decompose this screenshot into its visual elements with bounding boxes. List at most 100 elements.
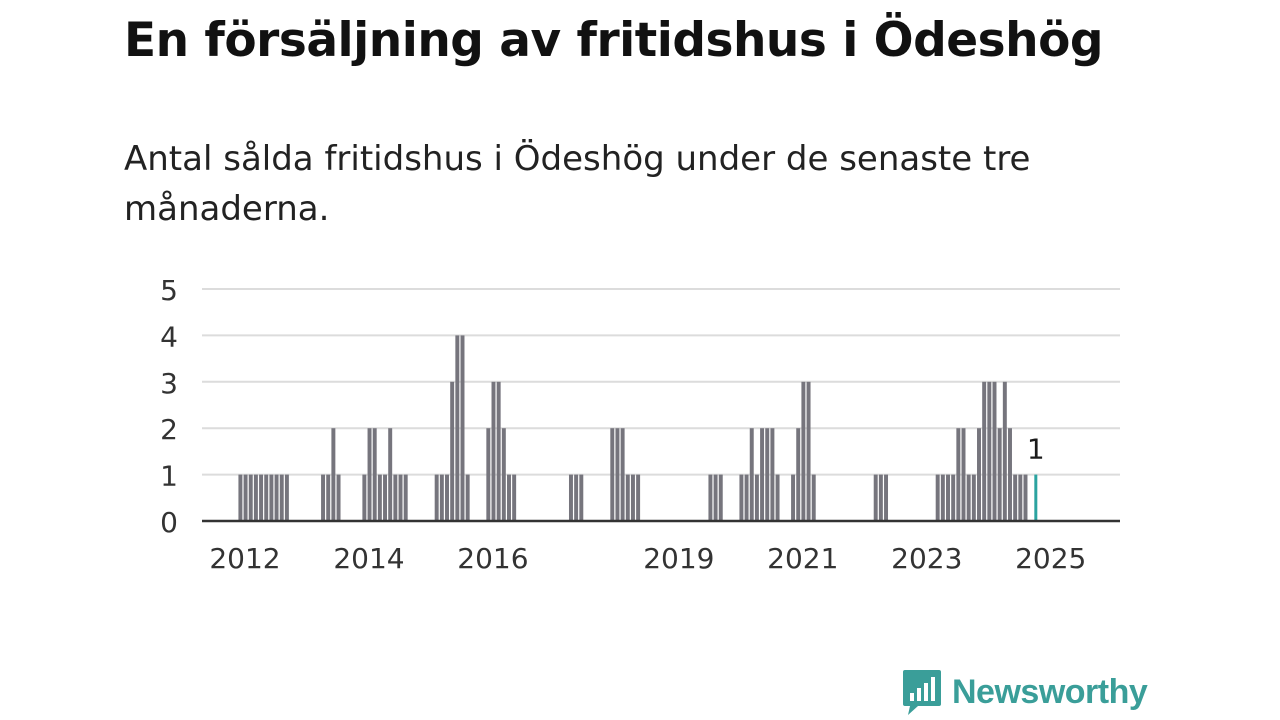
bar (956, 428, 961, 521)
bar (992, 381, 997, 521)
bar (971, 474, 976, 521)
bar (496, 381, 501, 521)
bar (455, 335, 460, 521)
y-tick-label: 2 (160, 413, 178, 446)
bar (873, 474, 878, 521)
bar (760, 428, 765, 521)
bar (501, 428, 506, 521)
x-tick-label: 2016 (457, 542, 528, 575)
bar (966, 474, 971, 521)
bar (615, 428, 620, 521)
bar (1023, 474, 1028, 521)
y-tick-label: 3 (160, 367, 178, 400)
bar (878, 474, 883, 521)
bar (579, 474, 584, 521)
y-tick-label: 0 (160, 506, 178, 539)
bar (377, 474, 382, 521)
bar (1013, 474, 1018, 521)
bar (439, 474, 444, 521)
bar (749, 428, 754, 521)
bar (445, 474, 449, 521)
bar (1018, 474, 1023, 521)
bar (269, 474, 274, 521)
bar (264, 474, 269, 521)
bar (811, 474, 816, 521)
y-tick-label: 1 (160, 460, 178, 493)
bar (460, 335, 465, 521)
bar (946, 474, 950, 521)
bar (884, 474, 889, 521)
logo-text: Newsworthy (952, 672, 1148, 711)
bar (744, 474, 749, 521)
bar (403, 474, 408, 521)
bar (708, 474, 713, 521)
bar (739, 474, 744, 521)
bar (801, 381, 806, 521)
bar (951, 474, 956, 521)
bar (326, 474, 331, 521)
bar (284, 474, 289, 521)
y-tick-label: 4 (160, 320, 178, 353)
bar (321, 474, 326, 521)
bar (243, 474, 248, 521)
bar (620, 428, 625, 521)
bar (770, 428, 775, 521)
bar (507, 474, 511, 521)
newsworthy-logo[interactable]: Newsworthy (902, 668, 1148, 716)
x-tick-label: 2025 (1015, 542, 1086, 575)
bar (331, 428, 336, 521)
bar (961, 428, 966, 521)
bar (636, 474, 641, 521)
bar (982, 381, 987, 521)
highlight-value-label: 1 (1027, 433, 1045, 466)
bar (997, 428, 1002, 521)
bar (796, 428, 801, 521)
x-tick-label: 2012 (209, 542, 280, 575)
bar (398, 474, 403, 521)
bar (713, 474, 718, 521)
bar (935, 474, 940, 521)
bar (512, 474, 517, 521)
bar (977, 428, 981, 521)
bars (238, 335, 1038, 521)
bar (274, 474, 279, 521)
bar (259, 474, 264, 521)
bar (625, 474, 630, 521)
bar (450, 381, 455, 521)
bar (1008, 428, 1012, 521)
labels: 0 1 2 3 4 5 1 2012 2014 2016 2019 2021 2023 2025 (160, 274, 1086, 575)
bar (1002, 381, 1007, 521)
bar (279, 474, 284, 521)
bar (367, 428, 372, 521)
bar-chart-speech-bubble-icon (903, 670, 941, 715)
bar (940, 474, 945, 521)
bar (383, 474, 388, 521)
bar (491, 381, 496, 521)
bar (336, 474, 341, 521)
bar (754, 474, 759, 521)
x-tick-label: 2014 (333, 542, 404, 575)
chart-title: En försäljning av fritidshus i Ödeshög (124, 13, 1104, 68)
bar (718, 474, 723, 521)
x-tick-label: 2019 (643, 542, 714, 575)
bar (630, 474, 635, 521)
bar (568, 474, 573, 521)
bar (765, 428, 770, 521)
bar (434, 474, 439, 521)
x-tick-label: 2021 (767, 542, 838, 575)
bar (806, 381, 811, 521)
chart-subtitle: Antal sålda fritidshus i Ödeshög under d… (124, 139, 1031, 229)
bar (393, 474, 398, 521)
bar (388, 428, 393, 521)
x-tick-label: 2023 (891, 542, 962, 575)
bar-highlight (1034, 474, 1038, 521)
bar (791, 474, 796, 521)
bar (248, 474, 253, 521)
y-tick-label: 5 (160, 274, 178, 307)
bar (987, 381, 992, 521)
bar (238, 474, 243, 521)
bar (574, 474, 579, 521)
bar (775, 474, 780, 521)
bar (372, 428, 377, 521)
